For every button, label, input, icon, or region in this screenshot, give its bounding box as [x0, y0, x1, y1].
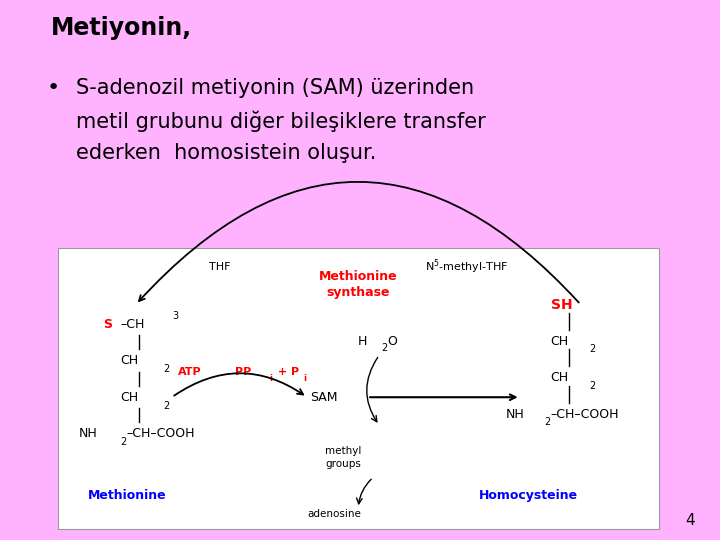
- Text: CH: CH: [551, 335, 569, 348]
- Text: NH: NH: [78, 427, 97, 440]
- FancyBboxPatch shape: [58, 248, 659, 529]
- Text: 2: 2: [163, 401, 169, 410]
- Text: 4: 4: [685, 513, 695, 528]
- Text: 2: 2: [590, 345, 596, 354]
- Text: SAM: SAM: [310, 391, 338, 404]
- Text: CH: CH: [121, 354, 139, 367]
- Text: –CH–COOH: –CH–COOH: [127, 427, 195, 440]
- Text: S: S: [103, 318, 112, 330]
- Text: CH: CH: [551, 371, 569, 384]
- Text: O: O: [387, 335, 397, 348]
- Text: –CH–COOH: –CH–COOH: [551, 408, 619, 421]
- Text: Homocysteine: Homocysteine: [478, 489, 577, 502]
- Text: 2: 2: [544, 417, 551, 428]
- Text: •: •: [47, 78, 60, 98]
- Text: NH: NH: [505, 408, 524, 421]
- Text: i: i: [269, 374, 272, 383]
- Text: 2: 2: [381, 343, 387, 353]
- Text: adenosine: adenosine: [307, 509, 361, 519]
- Text: 2: 2: [590, 381, 596, 391]
- Text: 2: 2: [121, 437, 127, 447]
- Text: 3: 3: [172, 311, 178, 321]
- Text: N$^5$-methyl-THF: N$^5$-methyl-THF: [425, 258, 508, 276]
- Text: Methionine
synthase: Methionine synthase: [319, 271, 397, 299]
- Text: metil grubunu diğer bileşiklere transfer: metil grubunu diğer bileşiklere transfer: [76, 111, 485, 132]
- Text: Metiyonin,: Metiyonin,: [50, 16, 192, 40]
- Text: 2: 2: [163, 364, 169, 374]
- Text: + P: + P: [274, 367, 299, 377]
- Text: PP: PP: [235, 367, 251, 377]
- Text: S-adenozil metiyonin (SAM) üzerinden: S-adenozil metiyonin (SAM) üzerinden: [76, 78, 474, 98]
- Text: CH: CH: [121, 391, 139, 404]
- Text: ATP: ATP: [178, 367, 202, 377]
- Text: SH: SH: [551, 298, 572, 312]
- Text: ederken  homosistein oluşur.: ederken homosistein oluşur.: [76, 143, 376, 163]
- Text: Methionine: Methionine: [88, 489, 166, 502]
- Text: THF: THF: [210, 262, 230, 272]
- Text: methyl
groups: methyl groups: [325, 447, 361, 469]
- Text: i: i: [303, 374, 306, 383]
- Text: H: H: [359, 335, 368, 348]
- Text: –CH: –CH: [121, 318, 145, 330]
